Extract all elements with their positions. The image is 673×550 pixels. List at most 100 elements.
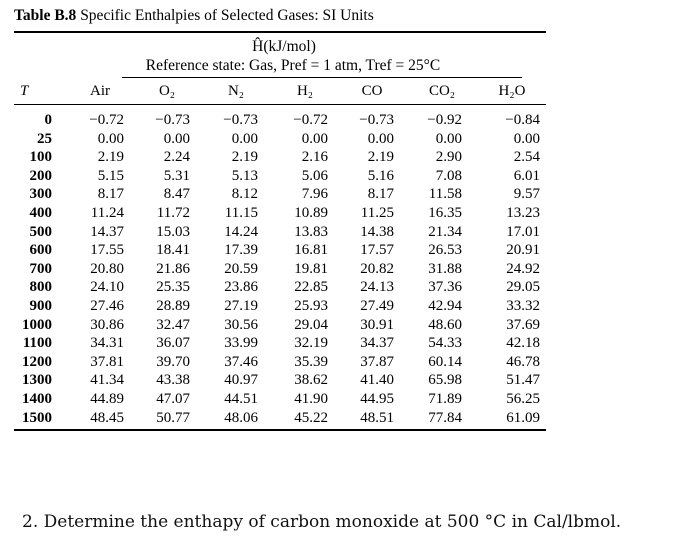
temperature-cell: 1400 <box>22 390 52 407</box>
air-cell: 48.45 <box>66 408 134 432</box>
temperature-cell: 1500 <box>14 408 66 432</box>
unit-line: Ĥ(kJ/mol) <box>252 38 316 55</box>
n2-cell: 2.19 <box>231 149 258 166</box>
n2-cell: −0.73 <box>223 112 258 128</box>
h2-cell: 10.89 <box>294 204 328 221</box>
co-cell: 30.91 <box>360 316 394 333</box>
h2-cell: 13.83 <box>294 223 328 240</box>
o2-cell: 15.03 <box>156 223 190 240</box>
co-cell: 11.25 <box>360 204 394 221</box>
column-header-h2: H₂ <box>272 79 338 105</box>
temperature-cell: 300 <box>29 186 53 203</box>
co2-cell: 26.53 <box>428 242 462 259</box>
co-cell: −0.73 <box>359 112 394 128</box>
air-cell: 37.81 <box>90 353 124 370</box>
h2-cell: 7.96 <box>301 186 328 203</box>
n2-cell: 30.56 <box>224 316 258 333</box>
temperature-cell: 1000 <box>22 316 52 333</box>
o2-cell: 8.47 <box>163 186 190 203</box>
n2-cell: 23.86 <box>224 279 258 296</box>
n2-cell: 27.19 <box>224 297 258 314</box>
air-cell: 17.55 <box>90 242 124 259</box>
h2-cell: 25.93 <box>294 297 328 314</box>
h2-cell: 16.81 <box>294 242 328 259</box>
co-cell: 5.16 <box>367 167 394 184</box>
h2o-cell: 0.00 <box>513 130 540 147</box>
co-cell: 41.40 <box>360 372 394 389</box>
h2-cell: 38.62 <box>294 372 328 389</box>
co2-cell: 21.34 <box>428 223 462 240</box>
o2-cell: 21.86 <box>156 260 190 277</box>
co2-cell: 60.14 <box>428 353 462 370</box>
co2-cell: 65.98 <box>428 372 462 389</box>
n2-cell: 44.51 <box>224 390 258 407</box>
co2-cell: 7.08 <box>435 167 462 184</box>
o2-cell: 36.07 <box>156 335 190 352</box>
temperature-cell: 500 <box>29 223 53 240</box>
enthalpy-table: T Air O₂ N₂ H₂ CO CO₂ H₂O 0 −0.72 −0.73 −0.… <box>14 79 546 432</box>
co-cell: 27.49 <box>360 297 394 314</box>
h2-cell: 35.39 <box>294 353 328 370</box>
table-body: 0 −0.72 −0.73 −0.73 −0.72 −0.73 −0.92 −0.84 25 0.… <box>14 105 546 432</box>
table-row: 700 20.80 21.86 20.59 19.81 20.82 31.88 24.92 <box>14 260 546 279</box>
o2-cell: 0.00 <box>163 130 190 147</box>
o2-cell: 43.38 <box>156 372 190 389</box>
table-row: 900 27.46 28.89 27.19 25.93 27.49 42.94 33.32 <box>14 297 546 316</box>
temperature-cell: 700 <box>29 260 53 277</box>
co-cell: 14.38 <box>360 223 394 240</box>
n2-cell: 8.12 <box>231 186 258 203</box>
co-cell: 17.57 <box>360 242 394 259</box>
co-cell: 0.00 <box>367 130 394 147</box>
table-title: Table B.8 Specific Enthalpies of Selecte… <box>14 6 546 26</box>
co2-cell: 71.89 <box>428 390 462 407</box>
o2-cell: 5.31 <box>163 167 190 184</box>
table-row: 1300 41.34 43.38 40.97 38.62 41.40 65.98 51.47 <box>14 371 546 390</box>
co-cell: 44.95 <box>360 390 394 407</box>
air-cell: 14.37 <box>90 223 124 240</box>
h2o-cell: 46.78 <box>506 353 540 370</box>
column-header-co2: CO₂ <box>406 79 478 105</box>
table-row: 1400 44.89 47.07 44.51 41.90 44.95 71.89 56.25 <box>14 390 546 409</box>
co2-cell: 42.94 <box>428 297 462 314</box>
table-row: 600 17.55 18.41 17.39 16.81 17.57 26.53 20.91 <box>14 241 546 260</box>
table-row: 300 8.17 8.47 8.12 7.96 8.17 11.58 9.57 <box>14 185 546 204</box>
air-cell: −0.72 <box>89 112 124 128</box>
temperature-cell: 100 <box>29 149 53 166</box>
co-cell: 2.19 <box>367 149 394 166</box>
co2-cell: 0.00 <box>435 130 462 147</box>
n2-cell: 17.39 <box>224 242 258 259</box>
n2-cell: 11.15 <box>224 204 258 221</box>
table-row: 500 14.37 15.03 14.24 13.83 14.38 21.34 17.01 <box>14 223 546 242</box>
column-header-n2: N₂ <box>200 79 272 105</box>
air-cell: 11.24 <box>90 204 124 221</box>
o2-cell: −0.73 <box>155 112 190 128</box>
h2o-cell: 6.01 <box>513 167 540 184</box>
h2o-cell: 61.09 <box>478 408 546 432</box>
h2o-cell: 42.18 <box>506 335 540 352</box>
n2-cell: 14.24 <box>224 223 258 240</box>
temperature-cell: 200 <box>29 167 53 184</box>
n2-cell: 48.06 <box>200 408 272 432</box>
co-cell: 37.87 <box>360 353 394 370</box>
n2-cell: 40.97 <box>224 372 258 389</box>
h2-cell: 22.85 <box>294 279 328 296</box>
air-cell: 5.15 <box>97 167 124 184</box>
h2-cell: 19.81 <box>294 260 328 277</box>
enthalpy-table-block: Table B.8 Specific Enthalpies of Selecte… <box>14 6 546 432</box>
co-cell: 34.37 <box>360 335 394 352</box>
h2o-cell: 51.47 <box>506 372 540 389</box>
column-header-row: T Air O₂ N₂ H₂ CO CO₂ H₂O <box>14 79 546 105</box>
table-row: 200 5.15 5.31 5.13 5.06 5.16 7.08 6.01 <box>14 167 546 186</box>
o2-cell: 11.72 <box>156 204 190 221</box>
o2-cell: 2.24 <box>163 149 190 166</box>
table-row: 100 2.19 2.24 2.19 2.16 2.19 2.90 2.54 <box>14 148 546 167</box>
air-cell: 41.34 <box>90 372 124 389</box>
h2o-cell: 24.92 <box>506 260 540 277</box>
top-rule <box>14 31 546 33</box>
temperature-cell: 800 <box>29 279 53 296</box>
h2-cell: 2.16 <box>301 149 328 166</box>
co2-cell: 16.35 <box>428 204 462 221</box>
co-cell: 48.51 <box>338 408 406 432</box>
co2-cell: 54.33 <box>428 335 462 352</box>
air-cell: 30.86 <box>90 316 124 333</box>
